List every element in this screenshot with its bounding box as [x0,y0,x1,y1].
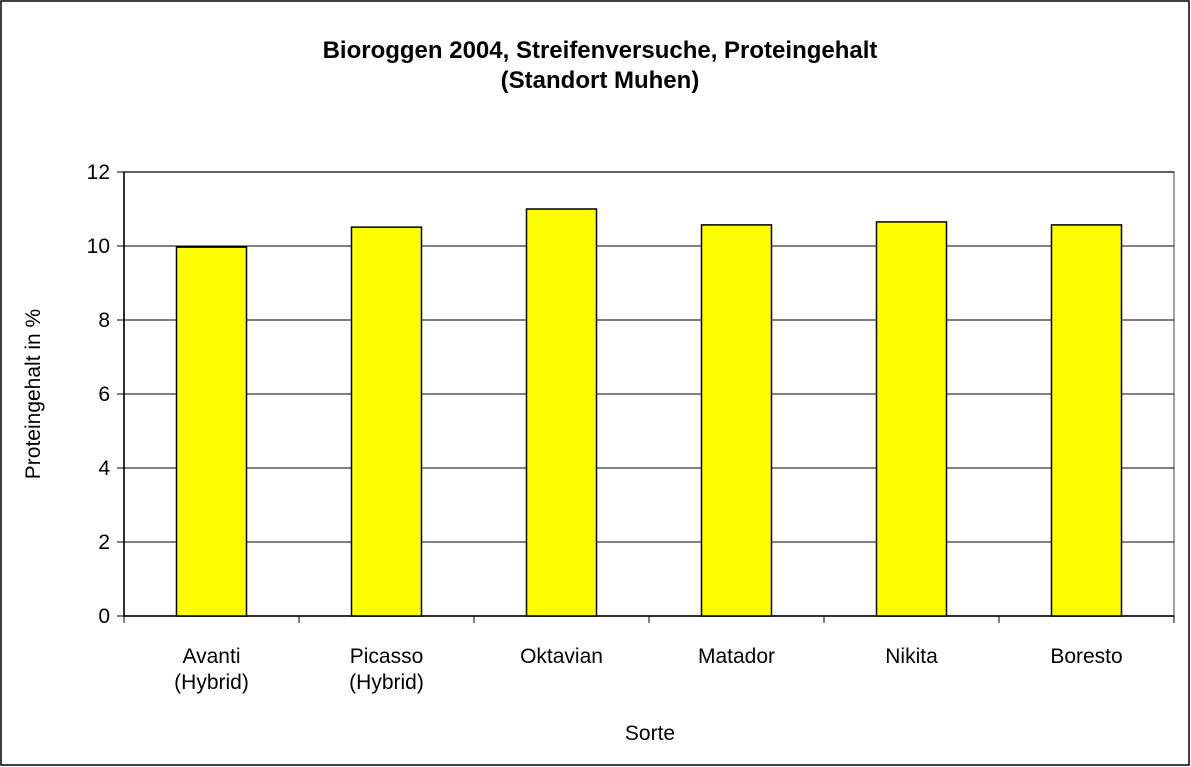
y-axis-label: Proteingehalt in % [22,309,45,479]
bar [525,208,598,617]
y-tick-label: 4 [98,457,110,480]
x-tick-label: Picasso (Hybrid) [349,645,424,694]
x-tick-label: Matador [698,645,775,668]
x-tick-label: Oktavian [520,645,603,668]
x-tick-label: Nikita [885,645,938,668]
bar [700,224,773,617]
y-tick-label: 10 [87,235,110,258]
bar [350,226,423,617]
bar [1050,224,1123,617]
chart-title: Bioroggen 2004, Streifenversuche, Protei… [323,37,878,94]
y-tick-label: 6 [98,383,110,406]
bar [875,221,948,617]
x-tick-label: Boresto [1050,645,1122,668]
x-axis-label: Sorte [625,722,675,745]
y-tick-label: 12 [87,161,110,184]
y-tick-label: 2 [98,531,110,554]
y-tick-label: 8 [98,309,110,332]
bar [175,246,248,617]
y-tick-label: 0 [98,605,110,628]
x-tick-label: Avanti (Hybrid) [174,645,249,694]
